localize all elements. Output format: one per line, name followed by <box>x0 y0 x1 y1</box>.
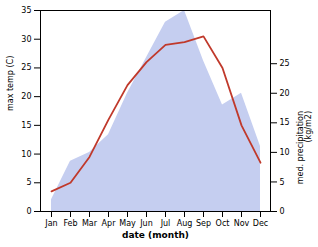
svg-text:20: 20 <box>21 92 31 101</box>
svg-text:date (month): date (month) <box>122 230 189 240</box>
svg-text:25: 25 <box>280 59 290 68</box>
svg-text:Apr: Apr <box>102 219 117 228</box>
svg-text:30: 30 <box>21 35 31 44</box>
svg-text:May: May <box>119 219 136 228</box>
svg-text:15: 15 <box>280 118 290 127</box>
svg-text:25: 25 <box>21 63 31 72</box>
svg-text:Aug: Aug <box>177 219 193 228</box>
svg-text:Dec: Dec <box>253 219 268 228</box>
svg-text:10: 10 <box>21 150 31 159</box>
svg-text:Feb: Feb <box>63 219 77 228</box>
svg-text:Jan: Jan <box>44 219 57 228</box>
svg-text:5: 5 <box>26 178 31 187</box>
svg-text:20: 20 <box>280 89 290 98</box>
svg-text:0: 0 <box>280 207 285 216</box>
svg-text:Sep: Sep <box>196 219 211 228</box>
svg-text:10: 10 <box>280 148 290 157</box>
svg-text:5: 5 <box>280 178 285 187</box>
svg-text:Oct: Oct <box>216 219 230 228</box>
svg-text:Mar: Mar <box>82 219 98 228</box>
svg-text:max temp (C): max temp (C) <box>6 56 15 111</box>
svg-text:0: 0 <box>26 207 31 216</box>
svg-text:Jul: Jul <box>160 219 171 228</box>
svg-text:Jun: Jun <box>139 219 153 228</box>
svg-text:Nov: Nov <box>234 219 250 228</box>
svg-text:35: 35 <box>21 6 31 15</box>
svg-text:15: 15 <box>21 121 31 130</box>
svg-text:med. precipitation(kg/m2): med. precipitation(kg/m2) <box>296 111 313 184</box>
